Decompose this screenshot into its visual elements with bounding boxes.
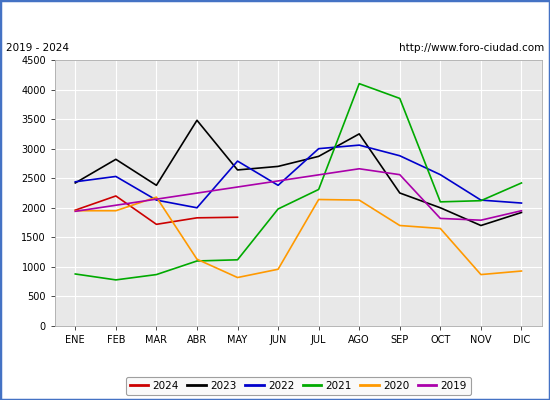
- Text: http://www.foro-ciudad.com: http://www.foro-ciudad.com: [399, 43, 544, 53]
- Text: Evolucion Nº Turistas Nacionales en el municipio de La Puebla de Valverde: Evolucion Nº Turistas Nacionales en el m…: [42, 12, 508, 26]
- Text: 2019 - 2024: 2019 - 2024: [6, 43, 69, 53]
- Legend: 2024, 2023, 2022, 2021, 2020, 2019: 2024, 2023, 2022, 2021, 2020, 2019: [125, 377, 471, 395]
